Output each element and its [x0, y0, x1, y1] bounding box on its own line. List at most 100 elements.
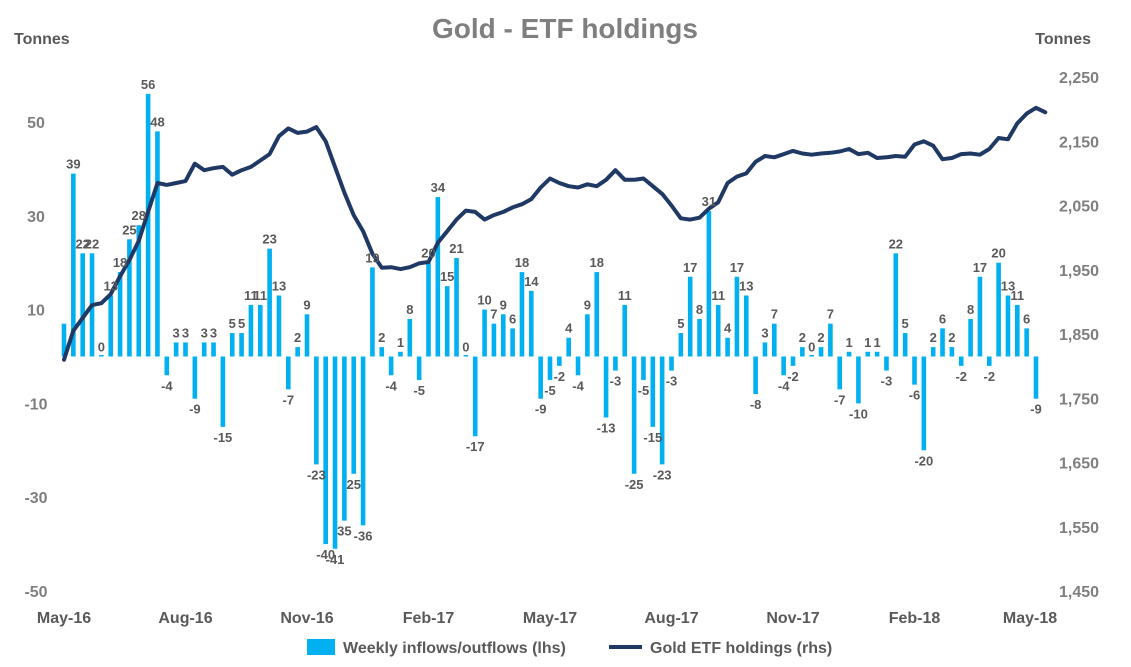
left-axis-ticks: 50 30 10 -10 -30 -50: [24, 115, 47, 601]
bar: [547, 356, 553, 380]
bar-data-label: 9: [500, 297, 507, 312]
bar: [145, 93, 151, 357]
bar-data-label: 7: [827, 307, 834, 322]
bar-data-label: 10: [477, 293, 491, 308]
x-tick-label: Aug-17: [644, 610, 698, 627]
x-tick-label: Aug-16: [158, 610, 212, 627]
bar: [762, 342, 768, 357]
bar-data-label: 21: [449, 241, 463, 256]
right-tick-label: 2,150: [1059, 134, 1099, 151]
bar-data-label: -15: [643, 430, 662, 445]
bar: [622, 304, 628, 357]
bar-data-label: 5: [677, 316, 684, 331]
bar: [781, 356, 786, 376]
bar-data-label: 2: [799, 330, 806, 345]
bar: [594, 272, 600, 357]
legend-line-label: Gold ETF holdings (rhs): [650, 640, 832, 657]
bar-data-label: 5: [229, 316, 236, 331]
left-tick-label: 30: [27, 209, 45, 226]
bar: [220, 356, 226, 427]
bar-data-label: 6: [939, 311, 946, 326]
bar: [603, 356, 609, 418]
bar: [323, 356, 328, 545]
bar: [818, 347, 824, 357]
bar: [613, 356, 618, 371]
bar-data-label: -3: [666, 374, 678, 389]
bar: [463, 355, 469, 357]
bar-data-label: -15: [213, 430, 232, 445]
bar-data-label: 6: [509, 311, 516, 326]
bar: [332, 356, 338, 549]
bar-data-label: -7: [834, 392, 846, 407]
bar: [276, 295, 282, 357]
bar: [314, 356, 319, 465]
bar: [1033, 356, 1039, 399]
x-tick-label: Nov-17: [766, 610, 819, 627]
bar-data-label: 22: [889, 236, 903, 251]
bar-data-label: -23: [653, 467, 672, 482]
bar-data-label: 28: [132, 208, 146, 223]
bar: [1015, 304, 1020, 357]
bar-data-label: 48: [150, 114, 164, 129]
bar-data-label: 0: [98, 340, 105, 355]
bar: [407, 318, 413, 357]
bar-data-label: -4: [778, 378, 790, 393]
bar-data-label: -8: [750, 397, 762, 412]
right-tick-label: 1,750: [1059, 391, 1099, 408]
bar-data-label: 1: [845, 335, 852, 350]
bar: [884, 356, 889, 371]
bar-data-label: -13: [597, 420, 616, 435]
bar: [893, 253, 899, 357]
bar: [968, 318, 973, 357]
bar-data-label: 19: [365, 250, 379, 265]
right-tick-label: 2,250: [1059, 70, 1099, 87]
bar: [800, 347, 805, 357]
bar-data-label: 8: [406, 302, 413, 317]
left-tick-label: 50: [27, 115, 45, 132]
bar-data-label: -2: [983, 369, 995, 384]
bar-data-label: 9: [303, 297, 310, 312]
bar-data-label: 22: [85, 236, 99, 251]
bar: [454, 258, 459, 357]
bar-data-label: -9: [189, 402, 201, 417]
bar: [958, 356, 964, 366]
line-series: [62, 105, 1048, 362]
bar-data-label: -4: [572, 378, 584, 393]
bar: [416, 356, 422, 380]
x-tick-label: Feb-18: [889, 610, 941, 627]
bar: [743, 295, 749, 357]
bar-data-label: 2: [930, 330, 937, 345]
bar: [491, 323, 497, 357]
left-tick-label: -50: [24, 584, 47, 601]
bar-data-label: 1: [873, 335, 880, 350]
bar-data-label: 20: [991, 246, 1005, 261]
bar: [706, 211, 712, 357]
bar: [725, 337, 730, 357]
bar: [211, 342, 216, 357]
bar: [790, 356, 796, 366]
bar-data-label: -7: [283, 392, 295, 407]
bar-data-label: 18: [515, 255, 529, 270]
bar: [379, 347, 385, 357]
bar: [949, 347, 955, 357]
bar: [678, 333, 684, 357]
bar: [267, 248, 272, 357]
bar: [304, 314, 310, 357]
bar-data-label: 39: [66, 157, 80, 172]
bar-data-label: -2: [787, 369, 799, 384]
bar: [127, 239, 132, 357]
x-tick-label: Nov-16: [280, 610, 333, 627]
x-tick-label: May-17: [523, 610, 577, 627]
bar: [173, 342, 179, 357]
bar: [398, 351, 403, 357]
bar: [108, 295, 114, 357]
bar-data-label: -5: [544, 383, 556, 398]
right-axis-ticks: 2,250 2,150 2,050 1,950 1,850 1,750 1,650 1,550…: [1059, 70, 1099, 601]
bar: [921, 356, 927, 451]
bar: [697, 318, 702, 357]
bar: [996, 262, 1001, 357]
right-tick-label: 1,850: [1059, 327, 1099, 344]
bar-data-label: 4: [724, 321, 732, 336]
bar: [80, 253, 85, 357]
